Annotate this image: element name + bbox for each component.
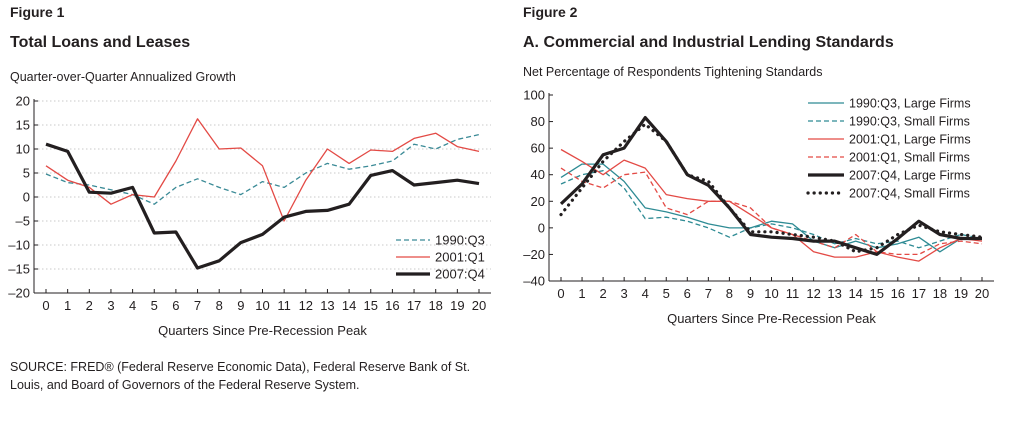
figure2-y-tick-label: 100 xyxy=(523,88,545,103)
figure1-x-tick-label: 7 xyxy=(194,298,201,313)
figure1-x-tick-label: 15 xyxy=(364,298,378,313)
figure1-x-tick-label: 0 xyxy=(42,298,49,313)
figure1-x-tick-label: 5 xyxy=(151,298,158,313)
figure2-series-2001-q1-large-firms xyxy=(560,148,983,262)
figure2-series-2007-q4-small-firms xyxy=(559,122,984,254)
figure1-y-tick-label: –5 xyxy=(16,214,30,229)
figure1-y-tick-label: –20 xyxy=(8,286,30,301)
figure1-x-tick-label: 17 xyxy=(407,298,421,313)
figure2-y-tick-label: –40 xyxy=(523,274,545,289)
figure1-y-tick-label: 10 xyxy=(16,142,30,157)
figure2-x-tick-label: 15 xyxy=(870,286,884,301)
figure2-x-tick-label: 8 xyxy=(726,286,733,301)
figure1-label: Figure 1 xyxy=(10,4,65,20)
figure2-x-tick-label: 10 xyxy=(764,286,778,301)
figure1-x-tick-label: 8 xyxy=(216,298,223,313)
figure1-y-tick-label: –15 xyxy=(8,262,30,277)
figure2-x-tick-label: 11 xyxy=(786,286,800,301)
figure2-legend-label: 1990:Q3, Small Firms xyxy=(849,115,970,129)
figure2-x-tick-label: 13 xyxy=(827,286,841,301)
figure2-x-tick-label: 3 xyxy=(621,286,628,301)
figure2-x-tick-label: 4 xyxy=(642,286,649,301)
figure2-y-tick-label: 80 xyxy=(531,114,545,129)
figure2-x-tick-label: 18 xyxy=(933,286,947,301)
figure2-legend-label: 2007:Q4, Large Firms xyxy=(849,169,971,183)
figure1-x-tick-label: 12 xyxy=(299,298,313,313)
figure1-x-axis-label: Quarters Since Pre-Recession Peak xyxy=(158,323,367,338)
figure2-x-tick-label: 1 xyxy=(578,286,585,301)
figure1-x-tick-label: 10 xyxy=(255,298,269,313)
figure2-legend-label: 2001:Q1, Small Firms xyxy=(849,151,970,165)
figure1-legend-label: 2001:Q1 xyxy=(435,250,485,265)
figure2-series-1990-q3-large-firms xyxy=(560,163,982,253)
figure2-x-tick-label: 16 xyxy=(891,286,905,301)
figure1-x-tick-label: 4 xyxy=(129,298,136,313)
figure1-x-tick-label: 2 xyxy=(86,298,93,313)
figure1-y-tick-label: –10 xyxy=(8,238,30,253)
figure1-x-tick-label: 18 xyxy=(428,298,442,313)
figure1-x-tick-label: 6 xyxy=(172,298,179,313)
figure2-legend-label: 1990:Q3, Large Firms xyxy=(849,97,971,111)
figure1-x-tick-label: 11 xyxy=(277,298,291,313)
figure2-legend-label: 2007:Q4, Small Firms xyxy=(849,187,970,201)
figure1-x-tick-label: 16 xyxy=(385,298,399,313)
figure2-legend-label: 2001:Q1, Large Firms xyxy=(849,133,971,147)
figure2-x-axis-label: Quarters Since Pre-Recession Peak xyxy=(667,311,876,326)
figure2-y-tick-label: 20 xyxy=(531,194,545,209)
figure2-series-1990-q3-small-firms xyxy=(560,170,983,249)
figure2-y-tick-label: 60 xyxy=(531,141,545,156)
figure2-x-tick-label: 14 xyxy=(848,286,862,301)
figure1-y-tick-label: 0 xyxy=(23,190,30,205)
figure2-ylabel: Net Percentage of Respondents Tightening… xyxy=(523,65,823,79)
figure2-x-tick-label: 9 xyxy=(747,286,754,301)
figure2-series-2007-q4-large-firms xyxy=(559,115,982,256)
figure1-x-tick-label: 20 xyxy=(472,298,486,313)
figure1-ylabel: Quarter-over-Quarter Annualized Growth xyxy=(10,70,236,84)
figure1-y-tick-label: 15 xyxy=(16,118,30,133)
figure2-x-tick-label: 7 xyxy=(705,286,712,301)
figure2-x-tick-label: 20 xyxy=(975,286,989,301)
figure1-series-2001-q1 xyxy=(45,118,480,222)
figure2-title: A. Commercial and Industrial Lending Sta… xyxy=(523,34,894,51)
figure1-x-tick-label: 19 xyxy=(450,298,464,313)
figure1-source: SOURCE: FRED® (Federal Reserve Economic … xyxy=(10,360,471,392)
figure1-x-tick-label: 1 xyxy=(64,298,71,313)
figure2-x-tick-label: 17 xyxy=(912,286,926,301)
figure1-series-2007-q4 xyxy=(45,142,480,270)
figure1-x-tick-label: 14 xyxy=(342,298,356,313)
figure1-y-tick-label: 20 xyxy=(16,94,30,109)
figure2-x-tick-label: 0 xyxy=(557,286,564,301)
figure1-x-tick-label: 3 xyxy=(107,298,114,313)
figure1-legend-label: 2007:Q4 xyxy=(435,267,485,282)
figure1-y-tick-label: 5 xyxy=(23,166,30,181)
figure2-x-tick-label: 2 xyxy=(599,286,606,301)
figure1-legend-label: 1990:Q3 xyxy=(435,233,485,248)
figure1-title: Total Loans and Leases xyxy=(10,34,191,51)
figure1-x-tick-label: 13 xyxy=(320,298,334,313)
figure2-y-tick-label: –20 xyxy=(523,247,545,262)
figure2-x-tick-label: 19 xyxy=(954,286,968,301)
figure1-x-tick-label: 9 xyxy=(237,298,244,313)
figure2-label: Figure 2 xyxy=(523,4,578,20)
figure2-x-tick-label: 12 xyxy=(806,286,820,301)
figure2-y-tick-label: 40 xyxy=(531,167,545,182)
figure2-x-tick-label: 5 xyxy=(663,286,670,301)
figure2-x-tick-label: 6 xyxy=(684,286,691,301)
figure2-y-tick-label: 0 xyxy=(538,220,545,235)
